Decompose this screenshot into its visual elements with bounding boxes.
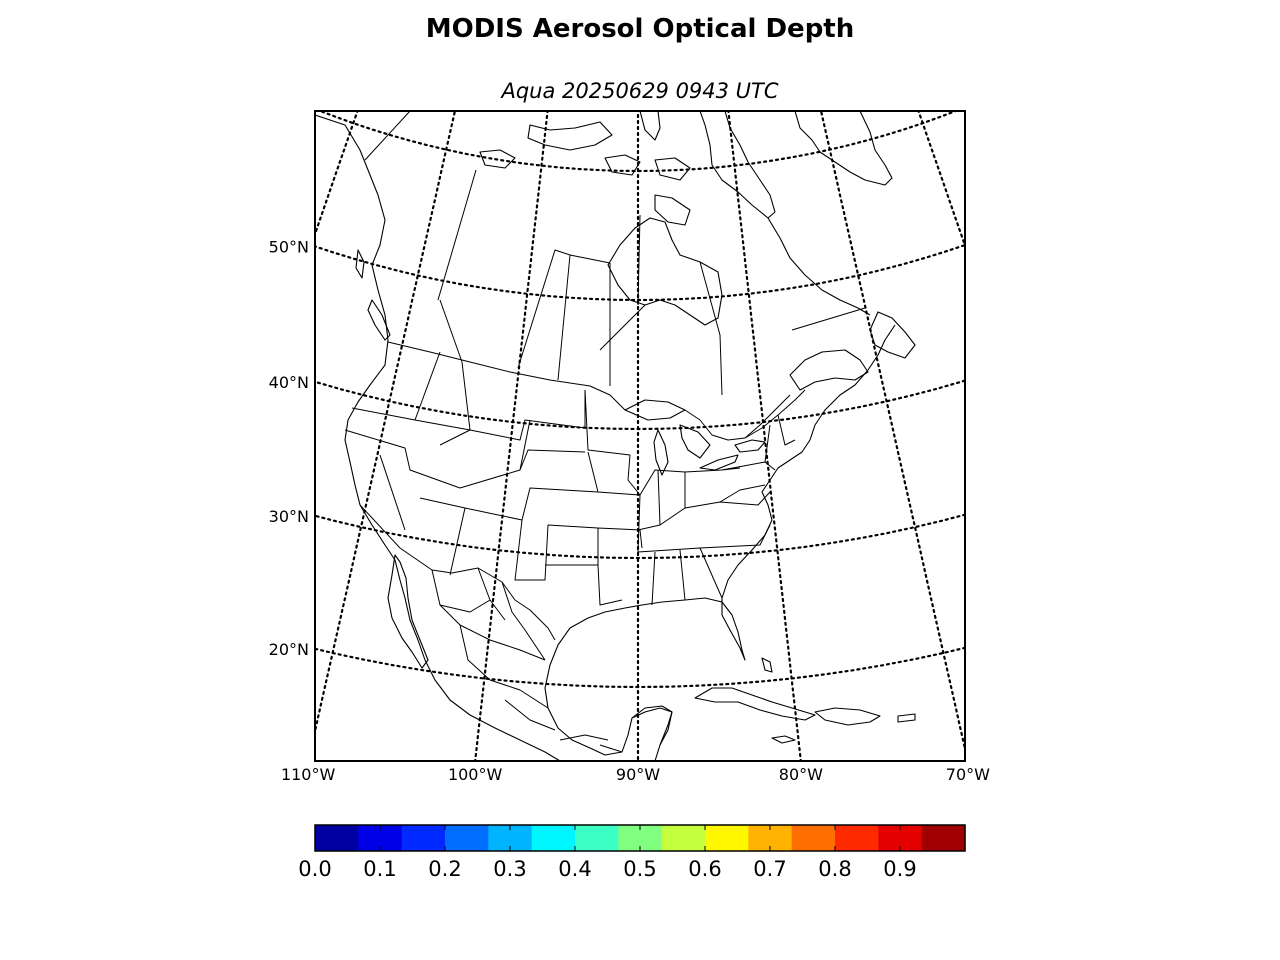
pacific-coast <box>315 114 561 761</box>
colorbar-tick-label: 0.3 <box>493 857 526 881</box>
arctic-island-3 <box>479 149 516 169</box>
hispaniola <box>814 707 881 726</box>
lon-label: 100°W <box>448 765 503 784</box>
newfoundland <box>869 311 916 359</box>
meridian-170 <box>0 0 203 338</box>
lon-label: 110°W <box>281 765 336 784</box>
arctic-island-1 <box>639 111 661 141</box>
figure-title: MODIS Aerosol Optical Depth <box>425 14 855 44</box>
lake-ontario <box>734 439 766 453</box>
meridian-150 <box>0 0 291 593</box>
lake-erie <box>699 454 739 471</box>
colorbar-swatch <box>315 825 359 851</box>
colorbar-ticks <box>314 825 901 851</box>
colorbar-tick-label: 0.7 <box>753 857 786 881</box>
meridian-70 <box>819 111 965 754</box>
central-america-borders <box>559 734 623 753</box>
colorbar-tick-label: 0.4 <box>558 857 591 881</box>
meridian-10 <box>1074 0 1280 338</box>
colorbar-swatch <box>661 825 706 851</box>
colorbar-tick-label: 0.5 <box>623 857 656 881</box>
figure-subtitle: Aqua 20250629 0943 UTC <box>501 79 779 103</box>
vancouver-island <box>367 299 391 341</box>
colorbar-swatch <box>531 825 576 851</box>
colorbar-tick-label: 0.0 <box>298 857 331 881</box>
latitude-labels: 50°N 40°N 30°N 20°N <box>269 237 309 658</box>
lat-label: 20°N <box>269 640 309 659</box>
bahamas <box>761 657 773 673</box>
lake-michigan <box>653 429 669 476</box>
colorbar-swatch <box>575 825 619 851</box>
canada-provinces <box>437 169 866 439</box>
colorbar-tick-label: 0.1 <box>363 857 396 881</box>
cuba <box>694 687 816 721</box>
lon-label: 70°W <box>946 765 990 784</box>
yucatan <box>631 705 673 746</box>
parallel-70 <box>62 0 1213 42</box>
lon-label: 80°W <box>779 765 823 784</box>
greenland-coast <box>794 111 893 186</box>
meridian-20 <box>1032 0 1280 473</box>
political-boundaries <box>344 111 866 753</box>
alaska-canada-border <box>364 111 411 161</box>
haida-gwaii <box>355 249 365 279</box>
colorbar-frame <box>314 824 966 852</box>
colorbar-swatch <box>921 825 966 851</box>
colorbar-swatch <box>445 825 489 851</box>
colorbar-tick-label: 0.8 <box>818 857 851 881</box>
lat-label: 30°N <box>269 507 309 526</box>
colorbar-swatch <box>835 825 879 851</box>
lon-label: 90°W <box>616 765 660 784</box>
mexico-states <box>431 567 556 731</box>
colorbar-tick-labels: 0.0 0.1 0.2 0.3 0.4 0.5 0.6 0.7 0.8 0.9 <box>298 857 916 881</box>
colorbar-tick-label: 0.9 <box>883 857 916 881</box>
lat-label: 50°N <box>269 237 309 256</box>
atlantic-coast <box>721 324 896 615</box>
colorbar-tick-label: 0.6 <box>688 857 721 881</box>
colorbar-swatch <box>401 825 446 851</box>
meridian-80 <box>727 111 802 761</box>
labrador-coast <box>767 217 871 316</box>
colorbar: 0.0 0.1 0.2 0.3 0.4 0.5 0.6 0.7 0.8 0.9 <box>298 824 966 881</box>
us-states <box>344 351 796 606</box>
colorbar-tick-label: 0.2 <box>428 857 461 881</box>
arctic-island-6 <box>654 194 691 226</box>
gulf-coast <box>544 597 746 761</box>
meridian-30 <box>985 0 1280 593</box>
lake-huron <box>679 424 711 459</box>
puerto-rico <box>897 713 916 723</box>
arctic-island-4 <box>604 154 641 176</box>
meridian-140 <box>0 0 342 698</box>
jamaica <box>771 735 796 744</box>
longitude-labels: 110°W 100°W 90°W 80°W 70°W <box>281 765 990 784</box>
colorbar-swatch <box>705 825 749 851</box>
lat-label: 40°N <box>269 373 309 392</box>
colorbar-swatch <box>791 825 836 851</box>
meridian-100 <box>474 111 549 761</box>
meridian-160 <box>0 0 244 473</box>
baja-california <box>387 554 429 669</box>
arctic-island-5 <box>654 157 691 181</box>
meridian-40 <box>934 0 1280 698</box>
map-background <box>315 111 965 761</box>
st-lawrence <box>789 349 869 391</box>
map-frame <box>314 110 966 762</box>
arctic-island-2 <box>527 121 613 151</box>
